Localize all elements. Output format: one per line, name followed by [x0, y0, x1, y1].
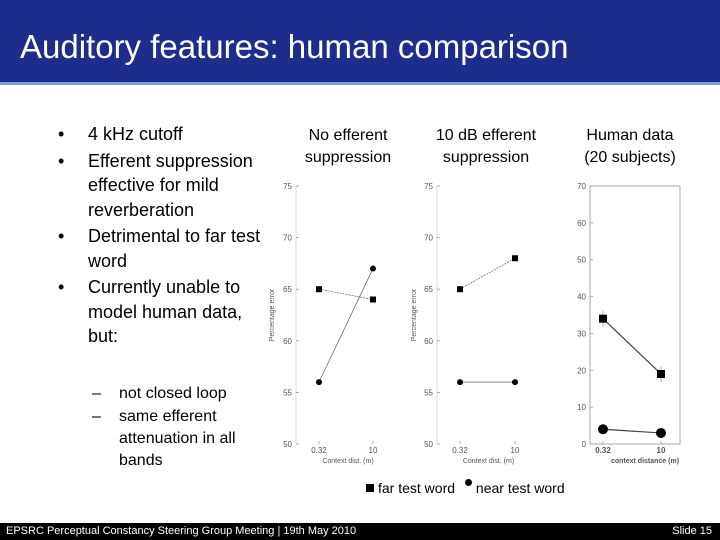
x-axis-label: Context dist. (m)	[322, 458, 373, 465]
y-tick-label: 10	[577, 403, 586, 412]
bullet-item: • Efferent suppression effective for mild…	[54, 149, 264, 223]
y-tick-label: 30	[577, 329, 586, 338]
y-tick-label: 60	[424, 337, 433, 346]
square-data-point	[657, 369, 665, 378]
circle-data-point	[316, 379, 322, 386]
square-data-point	[599, 314, 607, 323]
legend: far test word near test word	[366, 479, 565, 496]
y-axis-label: Percentage error	[269, 288, 276, 341]
square-data-point	[316, 286, 322, 293]
panel-heading-10db-efferent: 10 dB efferent suppression	[420, 125, 552, 169]
y-tick-label: 70	[283, 234, 292, 243]
y-tick-label: 50	[577, 256, 586, 265]
panel-heading-line: Human data	[586, 127, 674, 144]
footer-bar: EPSRC Perceptual Constancy Steering Grou…	[0, 523, 720, 540]
y-tick-label: 55	[424, 388, 433, 397]
bullet-item: • 4 kHz cutoff	[54, 122, 264, 147]
legend-near-label: near test word	[475, 480, 565, 496]
panel-heading-line: No efferent	[308, 127, 388, 144]
bullet-list: • 4 kHz cutoff • Efferent suppression effe…	[54, 122, 264, 351]
legend-far-label: far test word	[378, 480, 456, 496]
sub-bullet-item: – not closed loop	[92, 383, 262, 405]
series-line	[602, 318, 662, 375]
x-tick-label: 0.32	[452, 446, 468, 455]
circle-data-point	[370, 265, 376, 272]
panel-heading-human-data: Human data (20 subjects)	[566, 125, 694, 169]
y-tick-label: 70	[577, 182, 586, 191]
y-tick-label: 60	[283, 337, 292, 346]
x-tick-label: 0.32	[595, 446, 611, 455]
square-data-point	[512, 255, 518, 262]
square-data-point	[370, 296, 376, 303]
y-tick-label: 60	[577, 219, 586, 228]
sub-bullet-text: not closed loop	[119, 385, 227, 402]
x-tick-label: 10	[657, 446, 666, 455]
sub-bullet-list: – not closed loop – same efferent attenuat…	[92, 383, 262, 473]
panel-heading-line: (20 subjects)	[584, 149, 676, 166]
bullet-item: • Detrimental to far test word	[54, 224, 264, 273]
bullet-dot-icon: •	[58, 226, 65, 246]
circle-data-point	[598, 424, 608, 435]
square-marker-icon	[366, 484, 374, 492]
y-tick-label: 75	[283, 182, 292, 191]
square-data-point	[457, 286, 463, 293]
x-tick-label: 10	[511, 446, 520, 455]
y-tick-label: 50	[283, 440, 292, 449]
panel-heading-line: suppression	[442, 149, 530, 166]
y-tick-label: 40	[577, 293, 586, 302]
bullet-item: • Currently unable to model human data, b…	[54, 275, 264, 349]
x-axis-label: context distance (m)	[611, 458, 679, 465]
series-line	[318, 288, 374, 300]
y-tick-label: 50	[424, 440, 433, 449]
bullet-dot-icon: •	[58, 124, 65, 144]
y-tick-label: 20	[577, 366, 586, 375]
series-line	[318, 268, 374, 383]
y-tick-label: 0	[582, 440, 587, 449]
circle-data-point	[656, 427, 666, 438]
slide-title: Auditory features: human comparison	[20, 28, 569, 65]
panel-heading-line: 10 dB efferent	[435, 127, 537, 144]
footer-meeting-text: EPSRC Perceptual Constancy Steering Grou…	[6, 525, 357, 537]
bullet-dot-icon: •	[58, 150, 65, 171]
x-axis-label: Context dist. (m)	[463, 458, 514, 465]
sub-bullet-dash-icon: –	[92, 385, 101, 402]
circle-data-point	[457, 379, 463, 386]
circle-marker-icon	[464, 479, 472, 486]
y-tick-label: 65	[424, 285, 433, 294]
footer-slide-number: Slide 15	[672, 525, 712, 537]
series-line	[602, 428, 662, 434]
series-line	[459, 257, 516, 290]
sub-bullet-item: – same efferent attenuation in all bands	[92, 406, 262, 472]
panel-heading-no-efferent: No efferent suppression	[284, 125, 412, 169]
y-tick-label: 55	[283, 388, 292, 397]
bullet-text: Currently unable to model human data, bu…	[88, 277, 243, 346]
panel-heading-line: suppression	[304, 149, 392, 166]
bullet-text: Detrimental to far test word	[88, 226, 261, 271]
x-tick-label: 0.32	[311, 446, 327, 455]
plot-frame	[589, 185, 681, 445]
sub-bullet-text: same efferent attenuation in all bands	[119, 408, 236, 469]
y-tick-label: 70	[424, 234, 433, 243]
y-axis-label: Percentage error	[411, 288, 418, 341]
y-tick-label: 65	[283, 285, 292, 294]
sub-bullet-dash-icon: –	[92, 408, 101, 425]
title-bar: Auditory features: human comparison	[0, 0, 720, 85]
bullet-text: 4 kHz cutoff	[88, 124, 183, 144]
x-tick-label: 10	[369, 446, 378, 455]
bullet-dot-icon: •	[58, 277, 65, 297]
circle-data-point	[512, 379, 518, 386]
bullet-text: Efferent suppression effective for mild …	[88, 150, 253, 220]
y-tick-label: 75	[424, 182, 433, 191]
